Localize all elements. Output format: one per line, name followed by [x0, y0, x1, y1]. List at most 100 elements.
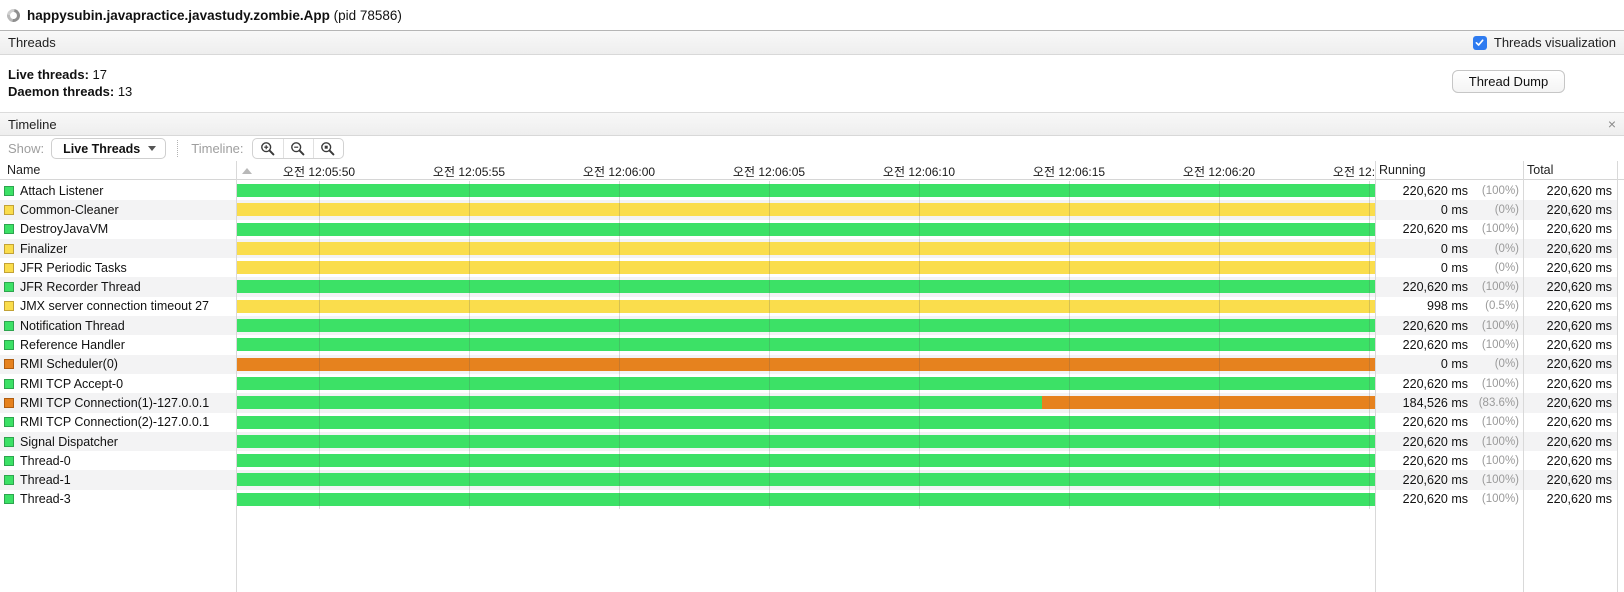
toolbar-separator [177, 140, 179, 157]
table-row[interactable]: Thread-0 220,620 ms (100%) 220,620 ms [0, 451, 1617, 471]
thread-name: RMI TCP Accept-0 [20, 376, 124, 391]
zoom-fit-button[interactable] [312, 139, 343, 158]
column-separator [1523, 161, 1524, 592]
thread-state-icon [4, 204, 14, 215]
table-row[interactable]: RMI Scheduler(0) 0 ms (0%) 220,620 ms [0, 354, 1617, 374]
tick-label: 오전 12:06:05 [732, 165, 806, 179]
thread-name-cell: RMI Scheduler(0) [0, 355, 236, 374]
thread-state-bar [236, 222, 1375, 236]
zoom-out-button[interactable] [282, 139, 313, 158]
bar-segment-running [236, 492, 1375, 506]
thread-name-cell: Finalizer [0, 239, 236, 258]
timeline-toolbar: Show: Live Threads Timeline: [0, 136, 1624, 161]
table-row[interactable]: Finalizer 0 ms (0%) 220,620 ms [0, 238, 1617, 259]
table-row[interactable]: Thread-3 220,620 ms (100%) 220,620 ms [0, 489, 1617, 510]
column-header-total[interactable]: Total [1527, 163, 1554, 177]
thread-total-cell: 220,620 ms [1546, 183, 1612, 198]
thread-name: Reference Handler [20, 338, 125, 353]
thread-dump-button[interactable]: Thread Dump [1452, 70, 1565, 93]
thread-running-cell: 220,620 ms (100%) [1375, 374, 1523, 393]
table-row[interactable]: JFR Recorder Thread 220,620 ms (100%) 220,6… [0, 277, 1617, 297]
thread-total-cell: 220,620 ms [1546, 241, 1612, 256]
table-row[interactable]: Common-Cleaner 0 ms (0%) 220,620 ms [0, 200, 1617, 220]
thread-name-cell: Thread-1 [0, 470, 236, 489]
thread-state-bar [236, 338, 1375, 352]
thread-state-icon [4, 320, 14, 331]
thread-name-cell: JMX server connection timeout 27 [0, 297, 236, 316]
column-header-name[interactable]: Name [7, 163, 41, 177]
running-percent: (100%) [1481, 377, 1519, 390]
threads-visualization-checkbox[interactable] [1472, 35, 1487, 50]
thread-timeline-cell [236, 451, 1375, 470]
zoom-in-icon [260, 141, 274, 155]
thread-timeline-cell [236, 200, 1375, 219]
running-percent: (100%) [1481, 435, 1519, 448]
thread-state-bar [236, 261, 1375, 275]
running-ms: 998 ms [1427, 299, 1468, 314]
bar-segment-running [236, 338, 1375, 352]
table-row[interactable]: RMI TCP Connection(1)-127.0.0.1 184,526 m… [0, 393, 1617, 413]
running-ms: 220,620 ms [1402, 338, 1468, 353]
thread-state-bar [236, 357, 1375, 371]
app-main-class: happysubin.javapractice.javastudy.zombie… [27, 7, 330, 23]
thread-name-cell: JFR Periodic Tasks [0, 258, 236, 277]
table-row[interactable]: RMI TCP Accept-0 220,620 ms (100%) 220,620 … [0, 373, 1617, 394]
table-header: Name 오전 12:05:50 오전 12:05:55 오전 12:06:00 오전… [0, 161, 1624, 180]
show-threads-dropdown[interactable]: Live Threads [51, 138, 167, 159]
table-row[interactable]: DestroyJavaVM 220,620 ms (100%) 220,620 ms [0, 219, 1617, 239]
table-row[interactable]: JFR Periodic Tasks 0 ms (0%) 220,620 ms [0, 258, 1617, 278]
thread-state-bar [236, 184, 1375, 197]
thread-name-cell: RMI TCP Accept-0 [0, 374, 236, 393]
thread-running-cell: 220,620 ms (100%) [1375, 490, 1523, 509]
table-row[interactable]: JMX server connection timeout 27 998 ms (0… [0, 296, 1617, 317]
threads-section-title: Threads [8, 35, 56, 50]
table-row[interactable]: Attach Listener 220,620 ms (100%) 220,620 m… [0, 181, 1617, 201]
zoom-in-button[interactable] [253, 139, 283, 158]
running-ms: 220,620 ms [1402, 492, 1468, 507]
thread-timeline-cell [236, 181, 1375, 200]
thread-state-bar [236, 241, 1375, 255]
thread-name-cell: RMI TCP Connection(1)-127.0.0.1 [0, 393, 236, 412]
live-threads-value: 17 [92, 67, 108, 82]
thread-total-cell: 220,620 ms [1546, 260, 1612, 275]
thread-timeline-cell [236, 258, 1375, 277]
table-row[interactable]: RMI TCP Connection(2)-127.0.0.1 220,620 m… [0, 412, 1617, 432]
table-row[interactable]: Reference Handler 220,620 ms (100%) 220,620… [0, 335, 1617, 355]
running-percent: (0%) [1494, 203, 1519, 216]
close-icon[interactable]: × [1607, 116, 1616, 132]
table-row[interactable]: Notification Thread 220,620 ms (100%) 220,6… [0, 316, 1617, 336]
bar-segment-running [236, 376, 1375, 390]
sort-ascending-icon [242, 168, 252, 174]
thread-state-icon [4, 436, 14, 447]
running-percent: (100%) [1481, 493, 1519, 506]
bar-segment-sleeping [236, 241, 1375, 255]
thread-name: JFR Periodic Tasks [20, 260, 127, 275]
thread-name-cell: Common-Cleaner [0, 200, 236, 219]
column-separator [236, 161, 237, 592]
thread-state-bar [236, 415, 1375, 429]
daemon-threads-value: 13 [117, 83, 133, 99]
bar-segment-running [236, 222, 1375, 236]
running-percent: (0%) [1494, 358, 1519, 371]
thread-name: RMI TCP Connection(1)-127.0.0.1 [20, 395, 210, 410]
thread-running-cell: 184,526 ms (83.6%) [1375, 393, 1523, 412]
bar-segment-monitor [1042, 396, 1375, 410]
thread-state-icon [4, 301, 14, 312]
table-row[interactable]: Thread-1 220,620 ms (100%) 220,620 ms [0, 470, 1617, 490]
chevron-down-icon [148, 146, 157, 151]
thread-name-cell: JFR Recorder Thread [0, 277, 236, 296]
running-ms: 0 ms [1440, 202, 1468, 217]
thread-total-cell: 220,620 ms [1546, 473, 1612, 488]
thread-name: Signal Dispatcher [20, 434, 118, 449]
show-threads-dropdown-value: Live Threads [63, 141, 141, 156]
running-ms: 220,620 ms [1402, 434, 1468, 449]
thread-state-bar [236, 396, 1375, 410]
thread-name: Attach Listener [20, 183, 104, 198]
bar-segment-running [236, 184, 1375, 197]
thread-name-cell: RMI TCP Connection(2)-127.0.0.1 [0, 413, 236, 432]
timeline-ticks: 오전 12:05:50 오전 12:05:55 오전 12:06:00 오전 12:0… [237, 163, 1375, 180]
thread-name-cell: DestroyJavaVM [0, 220, 236, 239]
table-row[interactable]: Signal Dispatcher 220,620 ms (100%) 220,620… [0, 431, 1617, 452]
column-header-running[interactable]: Running [1379, 163, 1426, 177]
